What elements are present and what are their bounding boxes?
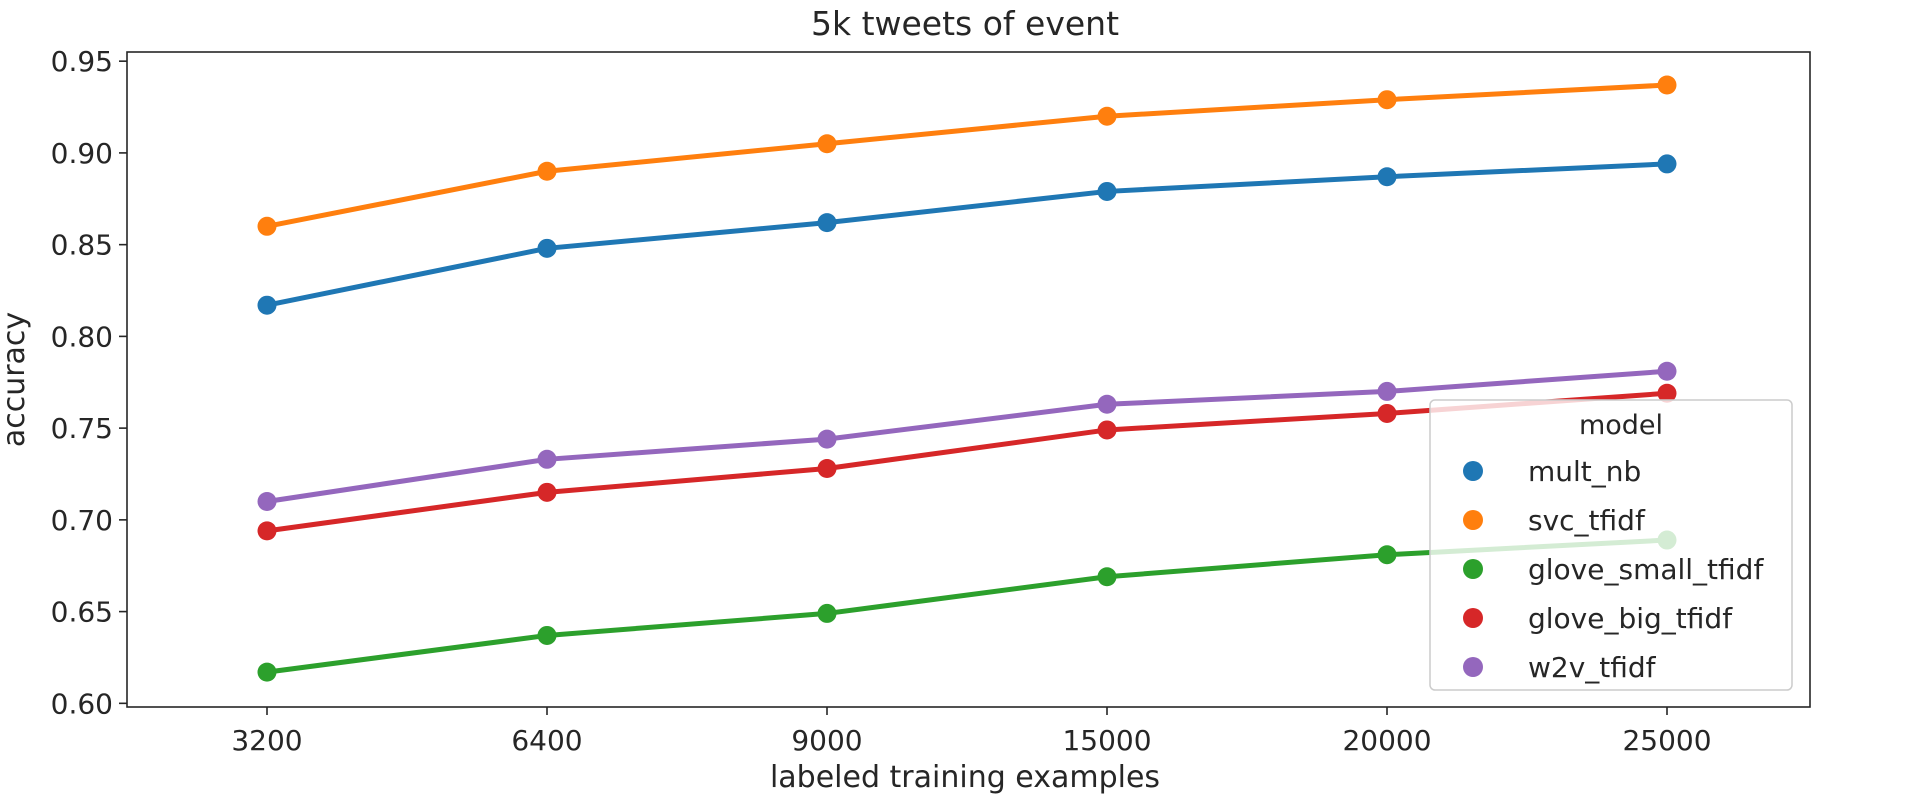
- legend-label: svc_tfidf: [1528, 504, 1646, 537]
- legend-label: glove_big_tfidf: [1528, 602, 1733, 635]
- legend-marker: [1463, 559, 1483, 579]
- legend-marker: [1463, 510, 1483, 530]
- data-point: [537, 625, 557, 645]
- x-tick-label: 9000: [791, 724, 862, 757]
- series-line: [264, 161, 1670, 308]
- chart-title: 5k tweets of event: [811, 4, 1119, 43]
- data-point: [1377, 167, 1397, 187]
- data-point: [1097, 420, 1117, 440]
- data-point: [257, 662, 277, 682]
- data-point: [1657, 154, 1677, 174]
- data-point: [537, 238, 557, 258]
- legend-label: glove_small_tfidf: [1528, 553, 1764, 586]
- data-point: [1097, 567, 1117, 587]
- y-tick-label: 0.70: [51, 504, 113, 537]
- x-tick-label: 20000: [1342, 724, 1431, 757]
- data-point: [1657, 361, 1677, 381]
- data-point: [1097, 181, 1117, 201]
- legend-title: model: [1579, 410, 1663, 441]
- y-axis-label: accuracy: [0, 312, 32, 447]
- data-point: [1097, 106, 1117, 126]
- data-point: [1097, 394, 1117, 414]
- legend: model mult_nb svc_tfidf glove_small_tfidfgl…: [1429, 399, 1793, 691]
- legend-marker: [1463, 608, 1483, 628]
- data-point: [257, 521, 277, 541]
- data-point: [817, 134, 837, 154]
- series-svc_tfidf: [257, 75, 1677, 236]
- x-tick-label: 25000: [1622, 724, 1711, 757]
- series-mult_nb: [257, 154, 1677, 315]
- legend-marker: [1463, 657, 1483, 677]
- data-point: [257, 216, 277, 236]
- series-lines: [257, 75, 1677, 682]
- data-point: [817, 429, 837, 449]
- data-point: [1377, 381, 1397, 401]
- y-tick-label: 0.75: [51, 412, 113, 445]
- y-tick-label: 0.65: [51, 596, 113, 629]
- x-axis-label: labeled training examples: [770, 760, 1160, 795]
- data-point: [1377, 403, 1397, 423]
- data-point: [537, 449, 557, 469]
- data-point: [1657, 383, 1677, 403]
- series-line: [264, 368, 1670, 505]
- data-point: [1377, 90, 1397, 110]
- y-tick-label: 0.95: [51, 45, 113, 78]
- x-tick-label: 6400: [511, 724, 582, 757]
- data-point: [817, 213, 837, 233]
- legend-marker: [1463, 461, 1483, 481]
- data-point: [817, 603, 837, 623]
- legend-box: [1429, 399, 1793, 691]
- data-point: [537, 161, 557, 181]
- data-point: [537, 482, 557, 502]
- y-tick-label: 0.60: [51, 687, 113, 720]
- data-point: [817, 458, 837, 478]
- data-point: [257, 295, 277, 315]
- y-tick-label: 0.85: [51, 229, 113, 262]
- legend-label: mult_nb: [1528, 455, 1641, 488]
- x-tick-label: 3200: [231, 724, 302, 757]
- y-tick-label: 0.80: [51, 320, 113, 353]
- x-tick-label: 15000: [1062, 724, 1151, 757]
- series-line: [264, 82, 1670, 229]
- data-point: [257, 492, 277, 512]
- data-point: [1657, 75, 1677, 95]
- plot-frame: [126, 51, 1811, 708]
- legend-label: w2v_tfidf: [1528, 651, 1657, 684]
- y-tick-label: 0.90: [51, 137, 113, 170]
- data-point: [1377, 545, 1397, 565]
- series-w2v_tfidf: [257, 361, 1677, 512]
- axes: 0.60 0.65 0.70 0.75 0.80 0.85 0.90 0.95 3200 6400…: [51, 45, 1811, 757]
